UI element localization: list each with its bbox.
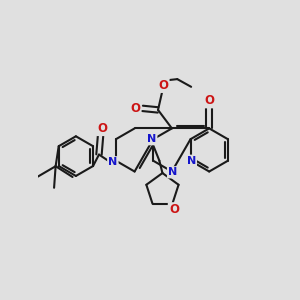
Text: O: O xyxy=(130,102,140,115)
Text: N: N xyxy=(108,157,118,167)
Text: N: N xyxy=(187,156,196,166)
Text: O: O xyxy=(158,79,168,92)
Text: N: N xyxy=(168,167,177,177)
Text: N: N xyxy=(147,134,156,144)
Text: O: O xyxy=(204,94,214,107)
Text: O: O xyxy=(169,203,179,216)
Text: O: O xyxy=(97,122,107,135)
